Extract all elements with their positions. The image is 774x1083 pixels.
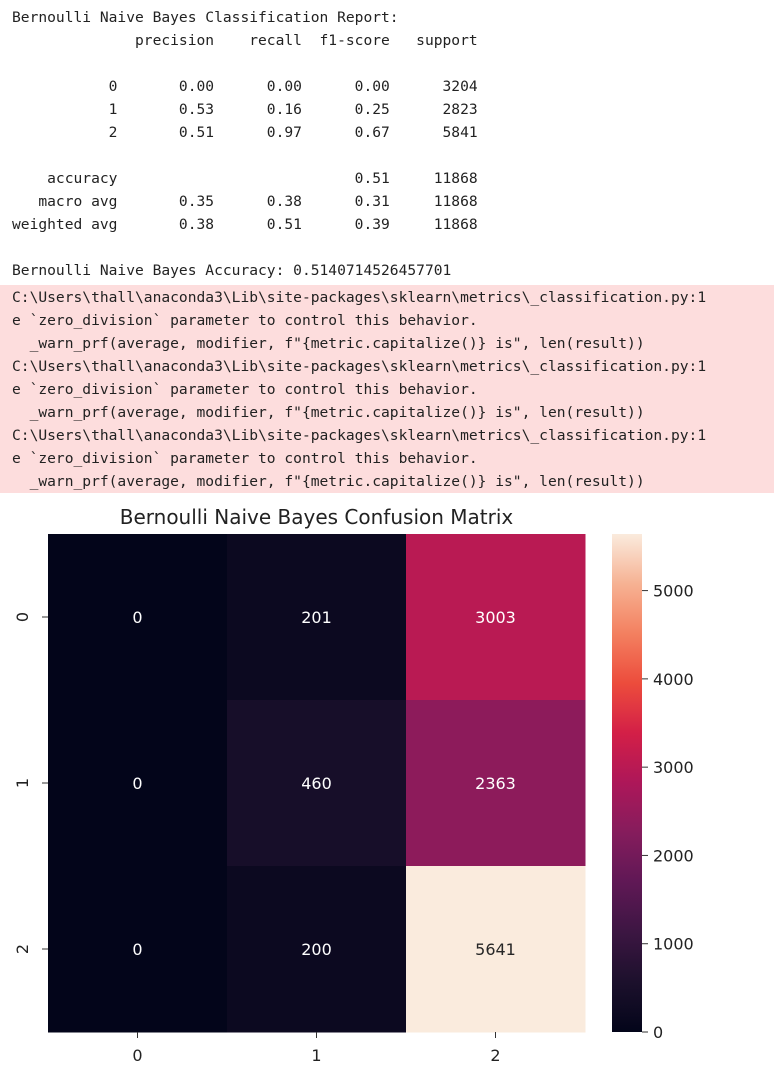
report-line: Bernoulli Naive Bayes Classification Rep…: [12, 9, 399, 26]
heatmap-cell: [406, 534, 586, 701]
cell-value-label: 460: [301, 774, 332, 793]
cell-value-label: 201: [301, 608, 332, 627]
report-line: 2 0.51 0.97 0.67 5841: [12, 124, 478, 141]
cell-value-label: 3003: [475, 608, 516, 627]
report-line: [12, 52, 774, 75]
warning-line: C:\Users\thall\anaconda3\Lib\site-packag…: [12, 289, 707, 306]
y-tick-label: 2: [13, 944, 32, 954]
warning-line: _warn_prf(average, modifier, f"{metric.c…: [12, 473, 645, 490]
heatmap-cell: [406, 700, 586, 867]
chart-title: Bernoulli Naive Bayes Confusion Matrix: [120, 505, 514, 529]
colorbar-tick-label: 0: [653, 1023, 663, 1042]
colorbar-tick-label: 4000: [653, 670, 694, 689]
colorbar-tick-label: 3000: [653, 758, 694, 777]
stderr-lines: C:\Users\thall\anaconda3\Lib\site-packag…: [0, 285, 774, 493]
report-line: 0 0.00 0.00 0.00 3204: [12, 78, 478, 95]
warning-line: _warn_prf(average, modifier, f"{metric.c…: [12, 404, 645, 421]
cell-value-label: 0: [132, 608, 142, 627]
x-tick-label: 2: [490, 1046, 500, 1065]
x-tick-label: 1: [311, 1046, 321, 1065]
warning-line: _warn_prf(average, modifier, f"{metric.c…: [12, 335, 645, 352]
report-line: accuracy 0.51 11868: [12, 170, 478, 187]
report-line: [12, 144, 774, 167]
colorbar-tick-label: 5000: [653, 582, 694, 601]
heatmap-cell: [48, 534, 228, 701]
warning-line: e `zero_division` parameter to control t…: [12, 381, 478, 398]
heatmap-cell: [48, 700, 228, 867]
cell-value-label: 0: [132, 774, 142, 793]
warning-line: e `zero_division` parameter to control t…: [12, 312, 478, 329]
stderr-warning-block: C:\Users\thall\anaconda3\Lib\site-packag…: [0, 285, 774, 493]
heatmap-cell: [227, 866, 407, 1033]
cell-value-label: 2363: [475, 774, 516, 793]
confusion-matrix-chart: Bernoulli Naive Bayes Confusion Matrix 0 2…: [13, 505, 694, 1065]
confusion-matrix-figure: Bernoulli Naive Bayes Confusion Matrix 0 2…: [0, 495, 774, 1083]
notebook-output: Bernoulli Naive Bayes Classification Rep…: [0, 0, 774, 282]
warning-line: e `zero_division` parameter to control t…: [12, 450, 478, 467]
warning-line: C:\Users\thall\anaconda3\Lib\site-packag…: [12, 427, 707, 444]
colorbar-tick-label: 1000: [653, 935, 694, 954]
report-line: [12, 236, 774, 259]
heatmap-cell: [48, 866, 228, 1033]
y-tick-label: 1: [13, 778, 32, 788]
heatmap-cell: [406, 866, 586, 1033]
report-line: Bernoulli Naive Bayes Accuracy: 0.514071…: [12, 262, 452, 279]
report-line: macro avg 0.35 0.38 0.31 11868: [12, 193, 478, 210]
cell-value-label: 5641: [475, 940, 516, 959]
report-line: 1 0.53 0.16 0.25 2823: [12, 101, 478, 118]
colorbar-tick-label: 2000: [653, 846, 694, 865]
colorbar: [612, 534, 642, 1032]
report-line: precision recall f1-score support: [12, 32, 478, 49]
x-tick-label: 0: [132, 1046, 142, 1065]
heatmap-cell: [227, 534, 407, 701]
classification-report: Bernoulli Naive Bayes Classification Rep…: [0, 0, 774, 282]
y-tick-label: 0: [13, 612, 32, 622]
report-line: weighted avg 0.38 0.51 0.39 11868: [12, 216, 478, 233]
cell-value-label: 200: [301, 940, 332, 959]
heatmap-cell: [227, 700, 407, 867]
warning-line: C:\Users\thall\anaconda3\Lib\site-packag…: [12, 358, 707, 375]
cell-value-label: 0: [132, 940, 142, 959]
